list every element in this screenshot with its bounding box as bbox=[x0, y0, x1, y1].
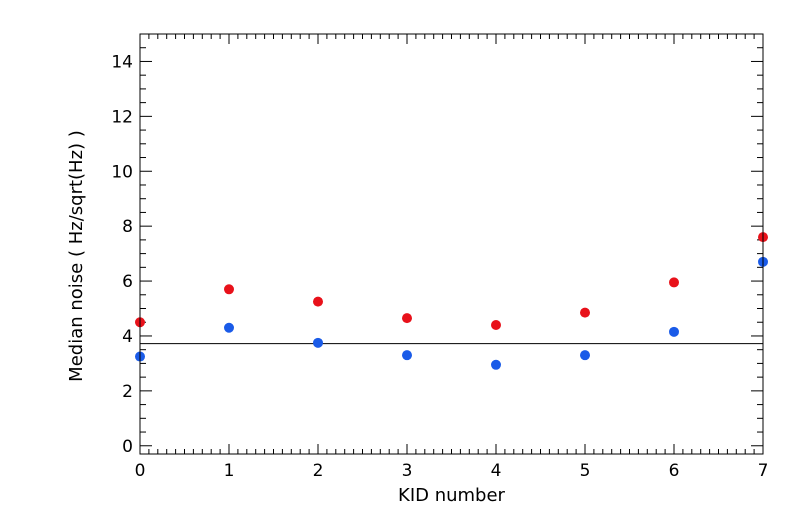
series-0-point bbox=[580, 307, 590, 318]
series-1-point bbox=[580, 350, 590, 361]
plot-frame bbox=[139, 33, 764, 455]
data-points bbox=[135, 232, 768, 370]
series-0-point bbox=[402, 313, 412, 324]
y-tick-label: 8 bbox=[122, 217, 133, 237]
series-1-point bbox=[313, 337, 323, 348]
x-tick-label: 6 bbox=[669, 461, 680, 481]
x-tick-label: 5 bbox=[580, 461, 591, 481]
y-tick-label: 10 bbox=[111, 162, 133, 182]
series-1-point bbox=[402, 350, 412, 361]
y-tick-label: 2 bbox=[122, 382, 133, 402]
series-0-point bbox=[224, 284, 234, 295]
y-tick-label: 0 bbox=[122, 437, 133, 457]
y-tick-label: 4 bbox=[122, 327, 133, 347]
y-tick-label: 6 bbox=[122, 272, 133, 292]
x-tick-label: 2 bbox=[313, 461, 324, 481]
series-1-point bbox=[669, 326, 679, 337]
series-0-point bbox=[313, 296, 323, 307]
x-tick-label: 0 bbox=[135, 461, 146, 481]
y-tick-label: 14 bbox=[111, 52, 133, 72]
x-tick-label: 7 bbox=[758, 461, 769, 481]
series-1-point bbox=[224, 322, 234, 333]
x-tick-label: 4 bbox=[491, 461, 502, 481]
y-axis-label: Median noise ( Hz/sqrt(Hz) ) bbox=[66, 130, 87, 382]
x-axis-label: KID number bbox=[398, 485, 506, 506]
axis-ticks bbox=[139, 34, 764, 454]
x-tick-label: 1 bbox=[224, 461, 235, 481]
series-0-point bbox=[491, 319, 501, 330]
series-1-point bbox=[491, 359, 501, 370]
series-0-point bbox=[669, 277, 679, 288]
x-tick-label: 3 bbox=[402, 461, 413, 481]
y-tick-label: 12 bbox=[111, 107, 133, 127]
